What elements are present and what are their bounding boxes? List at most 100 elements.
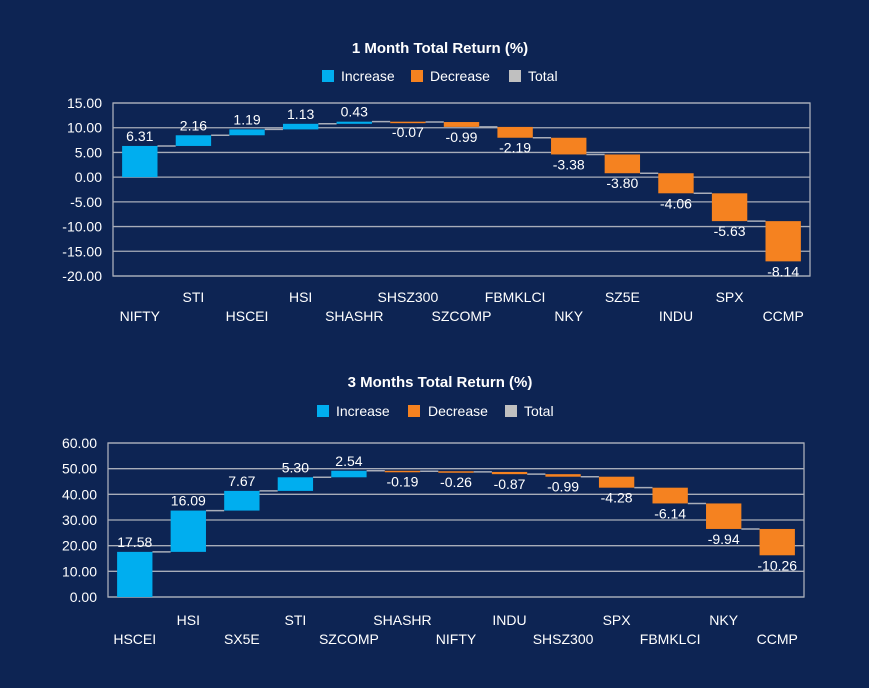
bar-indu — [491, 471, 528, 475]
data-label: -5.63 — [714, 223, 746, 239]
legend-label-total: Total — [528, 68, 558, 84]
bar-nifty — [122, 145, 158, 178]
x-category-label: FBMKLCI — [485, 289, 546, 305]
data-label: 0.43 — [341, 104, 368, 120]
y-tick-label: 40.00 — [62, 486, 97, 502]
data-label: -0.19 — [387, 473, 419, 489]
data-label: -9.94 — [708, 531, 740, 547]
x-category-label: CCMP — [763, 308, 804, 324]
data-label: -0.87 — [494, 476, 526, 492]
legend-swatch-decrease — [408, 405, 420, 417]
x-category-label: HSCEI — [226, 308, 269, 324]
bar-fbmklci — [497, 126, 533, 138]
legend-label-decrease: Decrease — [428, 403, 488, 419]
data-label: 1.13 — [287, 106, 314, 122]
data-label: -0.26 — [440, 474, 472, 490]
bar-spx — [598, 476, 635, 488]
bar-szcomp — [443, 122, 480, 127]
x-category-label: SZ5E — [605, 289, 640, 305]
x-category-label: SHSZ300 — [378, 289, 439, 305]
chart-3-months-return: 3 Months Total Return (%) Increase Decre… — [62, 374, 805, 647]
y-tick-label: 10.00 — [62, 563, 97, 579]
x-category-label: HSCEI — [113, 631, 156, 647]
bar-shashr — [384, 470, 421, 473]
x-category-label: SZCOMP — [432, 308, 492, 324]
bar-hsi — [282, 123, 319, 130]
x-category-label: SHASHR — [325, 308, 383, 324]
x-category-label: INDU — [492, 612, 526, 628]
data-label: -0.07 — [392, 124, 424, 140]
y-tick-label: -20.00 — [62, 268, 102, 284]
data-label: -4.06 — [660, 195, 692, 211]
legend-label-increase: Increase — [341, 68, 395, 84]
y-tick-label: 20.00 — [62, 538, 97, 554]
x-category-label: SZCOMP — [319, 631, 379, 647]
x-category-label: SHSZ300 — [533, 631, 594, 647]
data-label: -6.14 — [654, 505, 686, 521]
y-tick-label: 0.00 — [75, 169, 102, 185]
data-label: -3.38 — [553, 156, 585, 172]
legend-swatch-total — [509, 70, 521, 82]
plot-frame — [107, 442, 805, 598]
legend-label-decrease: Decrease — [430, 68, 490, 84]
legend-swatch-total — [505, 405, 517, 417]
bar-indu — [658, 173, 694, 194]
chart-title: 1 Month Total Return (%) — [352, 40, 528, 57]
x-category-label: HSI — [177, 612, 200, 628]
x-category-label: SPX — [603, 612, 632, 628]
x-category-label: NIFTY — [436, 631, 477, 647]
y-tick-label: 10.00 — [67, 120, 102, 136]
legend: Increase Decrease Total — [322, 68, 558, 84]
bar-hscei — [117, 551, 153, 597]
x-category-label: HSI — [289, 289, 312, 305]
plot-frame — [112, 102, 811, 277]
chart-title: 3 Months Total Return (%) — [348, 374, 533, 391]
bar-hscei — [229, 129, 265, 136]
bar-nky — [706, 503, 742, 529]
plot-area: 60.00 50.00 40.00 30.00 20.00 10.00 0.00 17.58 H… — [62, 435, 805, 647]
bar-spx — [711, 193, 748, 222]
y-tick-label: 30.00 — [62, 512, 97, 528]
bar-nifty — [438, 471, 474, 473]
bar-ccmp — [759, 528, 795, 556]
x-category-label: NIFTY — [120, 308, 161, 324]
plot-area: 15.00 10.00 5.00 0.00 -5.00 -10.00 -15.00 -20.0… — [62, 95, 811, 324]
x-category-label: STI — [284, 612, 306, 628]
y-tick-label: 0.00 — [70, 589, 97, 605]
x-category-label: NKY — [709, 612, 738, 628]
y-tick-label: 60.00 — [62, 435, 97, 451]
x-category-label: FBMKLCI — [640, 631, 701, 647]
data-label: 2.16 — [180, 117, 207, 133]
x-category-label: SHASHR — [373, 612, 431, 628]
bar-shsz300 — [390, 121, 426, 124]
y-tick-label: -10.00 — [62, 219, 102, 235]
legend-label-increase: Increase — [336, 403, 390, 419]
data-label: 5.30 — [282, 459, 309, 475]
bar-ccmp — [765, 221, 801, 262]
data-label: 16.09 — [171, 493, 206, 509]
y-tick-label: 15.00 — [67, 95, 102, 111]
data-label: 6.31 — [126, 128, 153, 144]
x-category-label: SX5E — [224, 631, 260, 647]
data-label: 17.58 — [117, 534, 152, 550]
legend-swatch-increase — [317, 405, 329, 417]
data-label: -3.80 — [606, 175, 638, 191]
bar-hsi — [170, 510, 206, 552]
data-label: 7.67 — [228, 473, 255, 489]
data-label: 1.19 — [233, 111, 260, 127]
bar-nky — [551, 137, 587, 155]
bar-szcomp — [331, 470, 367, 478]
bar-sx5e — [224, 490, 260, 511]
data-label: -0.99 — [446, 129, 478, 145]
data-label: 2.54 — [335, 453, 362, 469]
data-label: -4.28 — [601, 490, 633, 506]
bar-fbmklci — [652, 487, 688, 504]
legend-swatch-increase — [322, 70, 334, 82]
legend: Increase Decrease Total — [317, 403, 554, 419]
y-tick-label: 5.00 — [75, 144, 102, 160]
data-label: -0.99 — [547, 479, 579, 495]
bar-shashr — [336, 121, 372, 124]
x-category-label: NKY — [554, 308, 583, 324]
bar-sti — [175, 135, 212, 146]
